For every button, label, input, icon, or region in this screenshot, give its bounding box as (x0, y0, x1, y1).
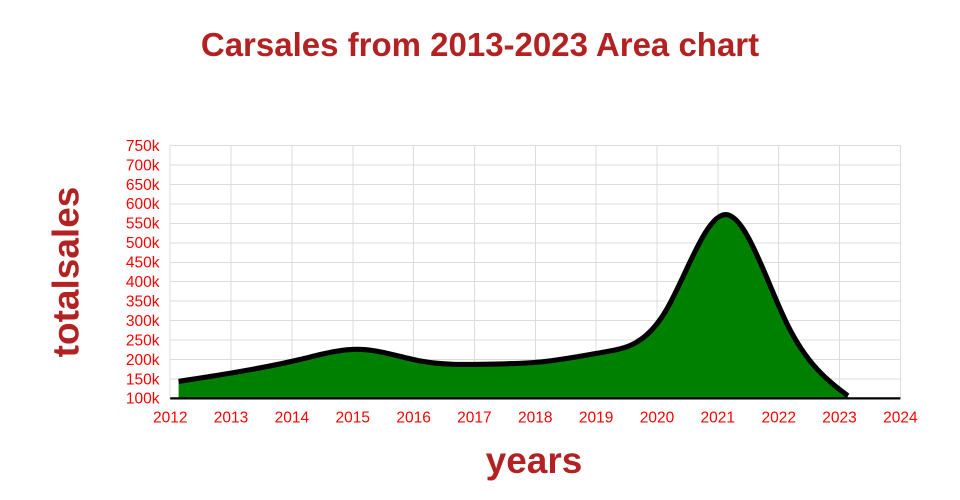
svg-text:2017: 2017 (457, 410, 491, 427)
svg-text:2021: 2021 (701, 410, 735, 427)
svg-text:2019: 2019 (579, 410, 613, 427)
svg-text:totalsales: totalsales (46, 187, 87, 358)
svg-text:300k: 300k (126, 313, 160, 330)
svg-text:200k: 200k (126, 352, 160, 369)
svg-text:250k: 250k (126, 332, 160, 349)
svg-text:2012: 2012 (153, 410, 187, 427)
svg-text:2022: 2022 (761, 410, 795, 427)
svg-text:350k: 350k (126, 294, 160, 311)
svg-text:2018: 2018 (518, 410, 552, 427)
svg-text:years: years (486, 440, 583, 481)
svg-text:450k: 450k (126, 255, 160, 272)
svg-text:2015: 2015 (336, 410, 370, 427)
svg-text:550k: 550k (126, 216, 160, 233)
svg-text:2016: 2016 (396, 410, 430, 427)
svg-text:150k: 150k (126, 371, 160, 388)
svg-text:Carsales from 2013-2023 Area c: Carsales from 2013-2023 Area chart (201, 26, 759, 63)
svg-text:700k: 700k (126, 157, 160, 174)
svg-text:2020: 2020 (640, 410, 675, 427)
svg-text:650k: 650k (126, 177, 160, 194)
svg-text:500k: 500k (126, 235, 160, 252)
svg-text:100k: 100k (126, 391, 160, 408)
svg-text:400k: 400k (126, 274, 160, 291)
svg-text:2024: 2024 (883, 410, 918, 427)
svg-text:2013: 2013 (214, 410, 248, 427)
svg-text:2014: 2014 (275, 410, 310, 427)
svg-text:600k: 600k (126, 196, 160, 213)
svg-text:750k: 750k (126, 138, 160, 155)
svg-text:2023: 2023 (822, 410, 856, 427)
